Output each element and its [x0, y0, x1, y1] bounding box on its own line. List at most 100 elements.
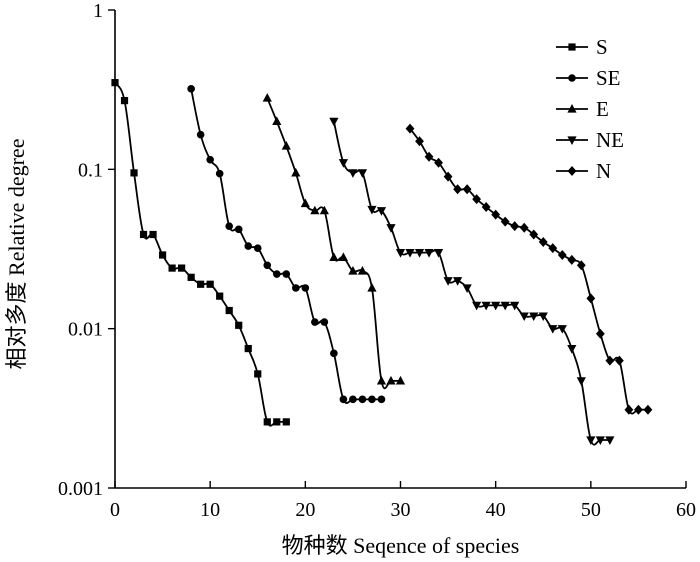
series-n-point: [481, 202, 491, 213]
y-axis-title: 相对多度 Relative degree: [4, 139, 29, 370]
series-n-point: [519, 222, 529, 233]
series-n-point: [472, 194, 482, 205]
series-ne: [329, 117, 615, 446]
series-e-point: [262, 93, 272, 102]
series-n-point: [415, 136, 424, 147]
x-tick-label: 30: [391, 499, 411, 521]
series-ne-point: [386, 224, 396, 233]
series-ne-point: [548, 325, 558, 334]
series-se-point: [349, 395, 357, 404]
x-tick-label: 0: [110, 499, 120, 521]
x-tick-label: 10: [200, 499, 220, 521]
series-ne-point: [376, 207, 387, 216]
series-se-point: [244, 242, 253, 250]
series-n-point: [424, 151, 434, 162]
series-se-point: [253, 244, 262, 252]
series-s-point: [273, 418, 281, 426]
series-se: [187, 85, 386, 404]
series-s-point: [168, 264, 176, 272]
legend-item-s: S: [556, 35, 608, 59]
series-ne-point: [557, 325, 567, 334]
x-axis-title: 物种数 Seqence of species: [282, 533, 520, 558]
series-s-point: [197, 280, 205, 288]
series-s-point: [206, 280, 214, 288]
series-ne-point: [576, 377, 586, 386]
legend-label-s: S: [596, 35, 608, 59]
series-e-point: [281, 141, 291, 150]
series-s-point: [244, 344, 252, 353]
series-se-point: [196, 130, 205, 139]
legend-label-ne: NE: [596, 128, 624, 152]
series-se-line: [190, 88, 382, 404]
series-e-point: [291, 167, 301, 177]
series-ne-point: [338, 159, 348, 168]
series-e-point: [300, 198, 310, 208]
series-se-point: [358, 395, 367, 404]
series-se-point: [187, 85, 195, 93]
series-ne-point: [595, 436, 605, 446]
series-s: [111, 79, 290, 427]
series-e-point: [319, 205, 329, 215]
series-s-point: [130, 169, 138, 177]
legend-item-ne: NE: [556, 128, 624, 152]
series-e-point: [376, 375, 387, 385]
series-ne-point: [348, 169, 358, 178]
series-ne-point: [329, 117, 339, 127]
legend-marker-n: [567, 166, 577, 176]
series-ne-point: [586, 436, 596, 446]
series-s-point: [120, 97, 129, 105]
series-se-point: [263, 261, 272, 270]
series-n-point: [557, 249, 567, 260]
series-s-point: [263, 418, 271, 426]
series-ne-point: [567, 344, 577, 354]
legend-label-n: N: [596, 159, 611, 183]
series-s-point: [111, 79, 119, 87]
series-ne-point: [538, 312, 548, 322]
y-tick-label: 1: [93, 0, 103, 22]
series-e-point: [310, 205, 320, 215]
series-se-point: [339, 395, 348, 404]
series-s-point: [158, 251, 167, 259]
series-n-point: [500, 216, 510, 227]
series-ne-point: [433, 249, 444, 258]
series-s-point: [149, 230, 157, 239]
legend-marker-ne: [567, 136, 577, 145]
series-e-point: [386, 375, 396, 385]
series-n-point: [405, 123, 415, 134]
series-s-point: [216, 292, 224, 300]
series-ne-point: [357, 169, 368, 178]
series-se-point: [282, 270, 291, 278]
y-tick-label: 0.001: [58, 478, 103, 500]
series-n-line: [409, 128, 648, 415]
series-ne-point: [395, 249, 406, 258]
series-ne-point: [491, 301, 501, 311]
series-n-point: [491, 209, 501, 220]
legend-item-e: E: [556, 97, 609, 121]
series-s-point: [282, 418, 290, 426]
series-e-point: [395, 375, 406, 385]
series-ne-point: [424, 249, 434, 258]
series-n-point: [529, 229, 539, 240]
series-s-point: [178, 264, 186, 272]
series-ne-point: [529, 312, 539, 322]
series-n-point: [576, 260, 586, 271]
x-tick-label: 20: [295, 499, 315, 521]
legend: S SE E NE N: [556, 35, 624, 183]
series-se-point: [225, 222, 233, 230]
series-ne-point: [472, 301, 482, 311]
legend-label-se: SE: [596, 66, 621, 90]
series-n-point: [605, 355, 615, 366]
x-tick-label: 50: [581, 499, 601, 521]
series-group: [111, 79, 653, 446]
legend-label-e: E: [596, 97, 609, 121]
series-se-point: [301, 284, 310, 292]
series-n-point: [443, 171, 453, 182]
series-ne-point: [414, 249, 425, 258]
series-ne-point: [367, 205, 377, 215]
series-se-point: [320, 318, 329, 326]
series-s-point: [254, 370, 262, 378]
series-e-point: [329, 252, 339, 262]
series-n: [405, 123, 653, 415]
series-n-point: [643, 404, 653, 415]
